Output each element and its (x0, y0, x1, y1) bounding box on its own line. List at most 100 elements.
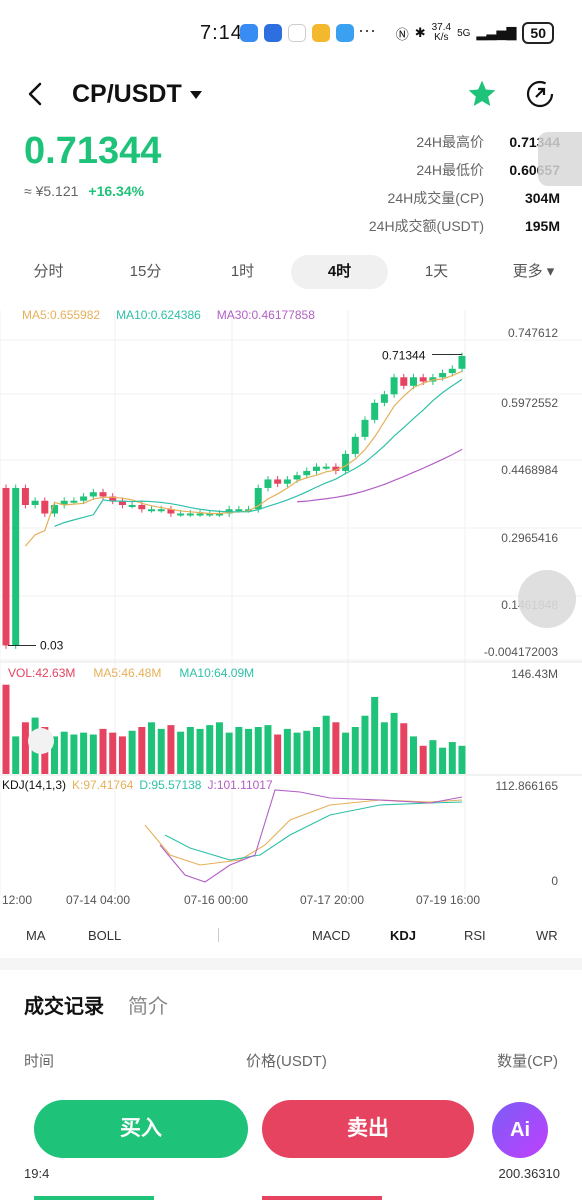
chart-canvas[interactable]: 0.7476120.59725520.44689840.29654160.146… (0, 300, 582, 915)
section-separator (0, 958, 582, 970)
chart-mode-toggle-button[interactable] (518, 570, 576, 628)
price-axis-label: 0.2965416 (501, 531, 558, 545)
volume-bar (2, 684, 10, 774)
candle-body (196, 513, 204, 516)
candle-body (118, 500, 126, 505)
candle-body (303, 470, 311, 476)
volume-bar (351, 727, 359, 774)
ma30-label: MA30:0.46177858 (216, 308, 315, 322)
col-time: 时间 (24, 1053, 55, 1070)
candle-body (419, 377, 427, 382)
interval-tabs: 分时 15分 1时 4时 1天 更多 ▾ (0, 254, 582, 290)
time-axis-label: 12:00 (2, 893, 32, 907)
floating-widget-button[interactable] (538, 132, 582, 186)
pair-selector[interactable]: CP/USDT (72, 80, 202, 109)
ai-assistant-button[interactable]: Ai (492, 1102, 548, 1158)
chevron-down-icon (189, 90, 202, 99)
volume-bar (206, 725, 214, 774)
indicator-kdj[interactable]: KDJ (390, 928, 417, 943)
buy-button[interactable]: 买入 (34, 1100, 248, 1158)
indicator-wr[interactable]: WR (536, 928, 558, 943)
vol-ma5-label: MA5:46.48M (93, 666, 162, 680)
network-type: 5G (457, 27, 471, 39)
ma5-line (24, 370, 463, 547)
col-price: 价格(USDT) (246, 1053, 327, 1070)
price-axis-label: 0.5972552 (501, 396, 558, 410)
volume-bar (322, 715, 330, 774)
favorite-star-icon[interactable] (466, 78, 498, 110)
ma-legend: MA5:0.655982 MA10:0.624386 MA30:0.461778… (22, 308, 315, 322)
candle-body (177, 513, 185, 516)
tab-time-share[interactable]: 分时 (33, 263, 64, 280)
tab-15m[interactable]: 15分 (129, 263, 162, 280)
app-icon (312, 24, 330, 42)
indicator-ma[interactable]: MA (26, 928, 46, 943)
tab-more[interactable]: 更多 ▾ (512, 263, 555, 280)
candle-body (312, 466, 320, 471)
candle-body (186, 513, 194, 516)
price-axis-label: -0.004172003 (484, 645, 558, 659)
indicator-rsi[interactable]: RSI (464, 928, 486, 943)
indicator-tabs: MA BOLL MACD KDJ RSI WR (0, 920, 582, 950)
stat-row: 24H最低价 0.60657 (416, 162, 560, 178)
fullscreen-expand-icon[interactable] (28, 728, 54, 754)
candle-body (371, 402, 379, 420)
nfc-icon: Ⓝ (395, 26, 409, 42)
ma10-line (54, 378, 463, 527)
volume-bar (419, 745, 427, 774)
kdj-d-line (164, 801, 463, 861)
stat-row: 24H最高价 0.71344 (416, 134, 560, 150)
volume-bar (400, 723, 408, 774)
kline-chart[interactable]: 0.7476120.59725520.44689840.29654160.146… (0, 300, 582, 915)
volume-bar (254, 727, 262, 774)
volume-bar (177, 731, 185, 774)
price-sub: ≈ ¥5.121 +16.34% (24, 183, 144, 199)
volume-bar (448, 742, 456, 774)
notification-icons (240, 24, 354, 42)
candle-body (380, 394, 388, 403)
indicator-boll[interactable]: BOLL (88, 928, 122, 943)
tab-4h[interactable]: 4时 (291, 255, 388, 289)
tab-1d[interactable]: 1天 (424, 263, 449, 280)
candle-body (128, 504, 136, 507)
volume-bar (439, 747, 447, 774)
candle-body (148, 509, 156, 512)
ma5-label: MA5:0.655982 (22, 308, 101, 322)
bluetooth-icon: ✱ (414, 25, 426, 40)
candle-body (390, 377, 398, 395)
kdj-label: KDJ(14,1,3) (2, 778, 67, 792)
candle-body (342, 453, 350, 471)
clock: 7:14 (200, 22, 243, 44)
tab-1h[interactable]: 1时 (230, 263, 255, 280)
tab-intro[interactable]: 简介 (128, 996, 168, 1018)
volume-bar (225, 732, 233, 774)
candle-body (215, 513, 223, 516)
volume-bar (118, 736, 126, 774)
candle-body (21, 487, 29, 505)
share-icon[interactable] (524, 78, 556, 110)
candle-body (12, 487, 20, 646)
kdj-axis-min: 0 (551, 874, 558, 888)
tab-trades[interactable]: 成交记录 (24, 996, 104, 1018)
kdj-j-line (159, 789, 463, 883)
volume-bar (390, 712, 398, 774)
candle-body (400, 377, 408, 386)
cny-price: ≈ ¥5.121 (24, 183, 79, 199)
candle-body (138, 504, 146, 510)
volume-bar (138, 727, 146, 774)
kdj-j-label: J:101.11017 (207, 778, 273, 792)
battery: 50 (522, 22, 554, 44)
stat-row: 24H成交量(CP) 304M (387, 190, 560, 206)
volume-bar (99, 728, 107, 774)
volume-bar (80, 732, 88, 774)
kdj-axis-max: 112.866165 (495, 779, 558, 793)
action-bar: 买入 卖出 Ai 19:4 200.36310 (0, 1088, 582, 1200)
time-axis-label: 07-16 00:00 (184, 893, 248, 907)
sell-button[interactable]: 卖出 (262, 1100, 474, 1158)
indicator-macd[interactable]: MACD (312, 928, 351, 943)
candle-body (274, 479, 282, 484)
candle-body (109, 496, 117, 501)
back-arrow-icon[interactable] (24, 80, 48, 108)
more-notifications-icon: ··· (358, 20, 376, 40)
candle-body (41, 500, 49, 514)
